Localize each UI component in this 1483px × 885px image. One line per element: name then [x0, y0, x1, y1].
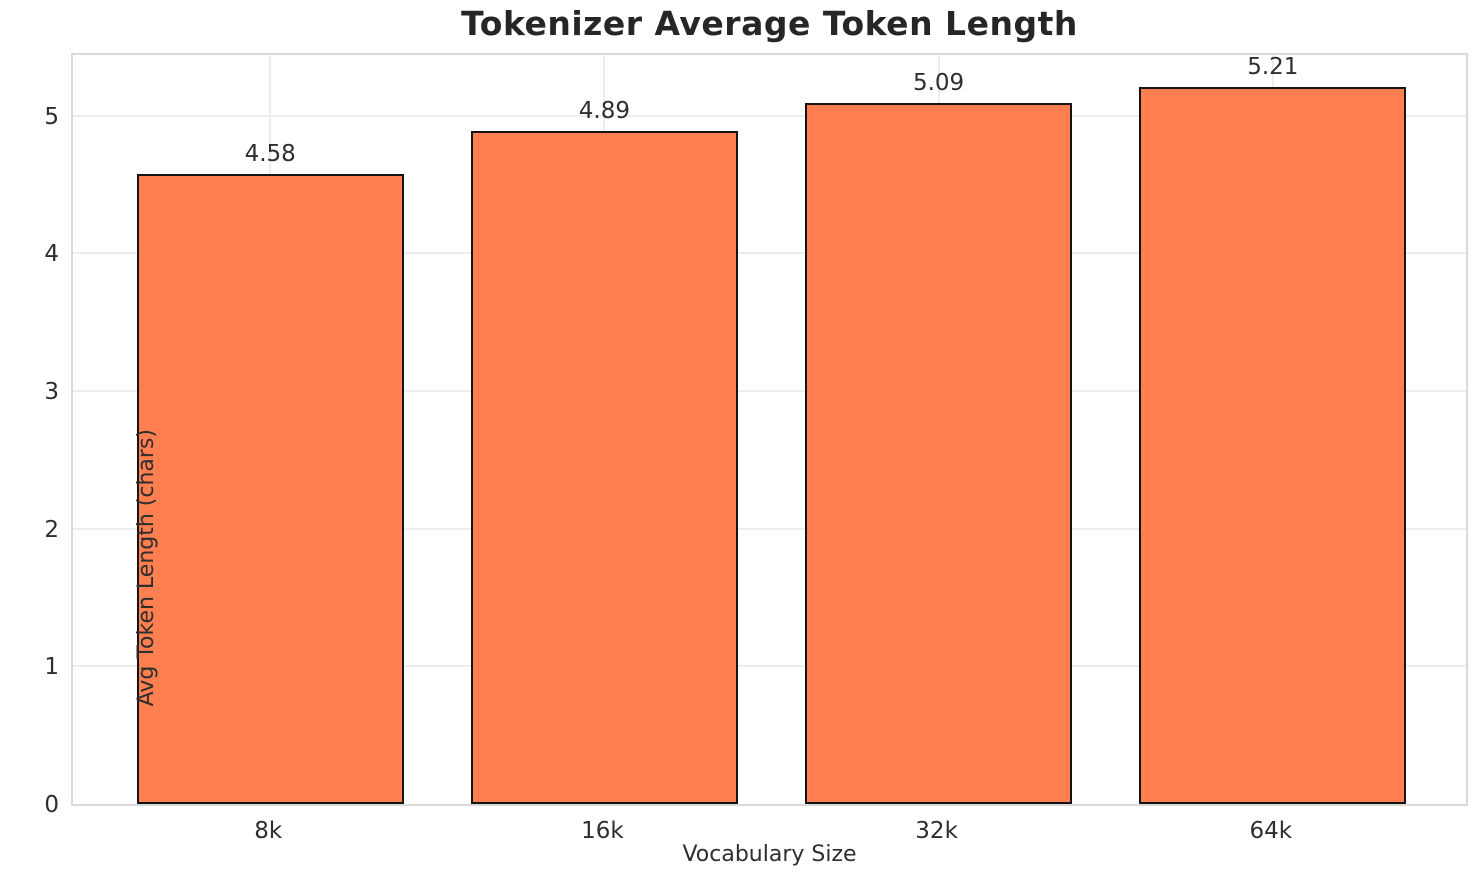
bar-64k [1139, 86, 1407, 804]
gridline-horizontal [73, 114, 1466, 117]
x-tick-label: 16k [581, 818, 624, 844]
gridline-horizontal [73, 390, 1466, 393]
y-tick-label: 4 [44, 241, 59, 268]
x-tick-label: 32k [915, 818, 958, 844]
x-tick-label: 8k [254, 818, 283, 844]
bar-value-label: 4.58 [244, 140, 296, 167]
y-tick-label: 3 [44, 379, 59, 406]
gridline-horizontal [73, 665, 1466, 668]
bar-8k [136, 173, 404, 804]
y-tick-label: 5 [44, 103, 59, 130]
plot-area: 4.58 4.89 5.09 5.21 [71, 53, 1468, 806]
x-axis-label: Vocabulary Size [682, 842, 857, 867]
y-tick-label: 1 [44, 654, 59, 681]
bar-value-label: 5.21 [1247, 53, 1299, 80]
y-axis-label: Avg Token Length (chars) [134, 290, 159, 706]
bar-16k [470, 130, 739, 804]
x-tick-label: 64k [1249, 818, 1293, 844]
y-tick-label: 2 [44, 516, 59, 543]
bar-value-label: 4.89 [578, 97, 630, 124]
gridline-horizontal [73, 527, 1466, 530]
chart-title: Tokenizer Average Token Length [461, 4, 1078, 43]
bar-value-label: 5.09 [912, 70, 965, 97]
gridline-horizontal [73, 252, 1466, 255]
y-axis-label-text: Avg Token Length (chars) [134, 429, 160, 707]
bar-32k [804, 103, 1073, 804]
y-tick-label: 0 [44, 792, 59, 818]
